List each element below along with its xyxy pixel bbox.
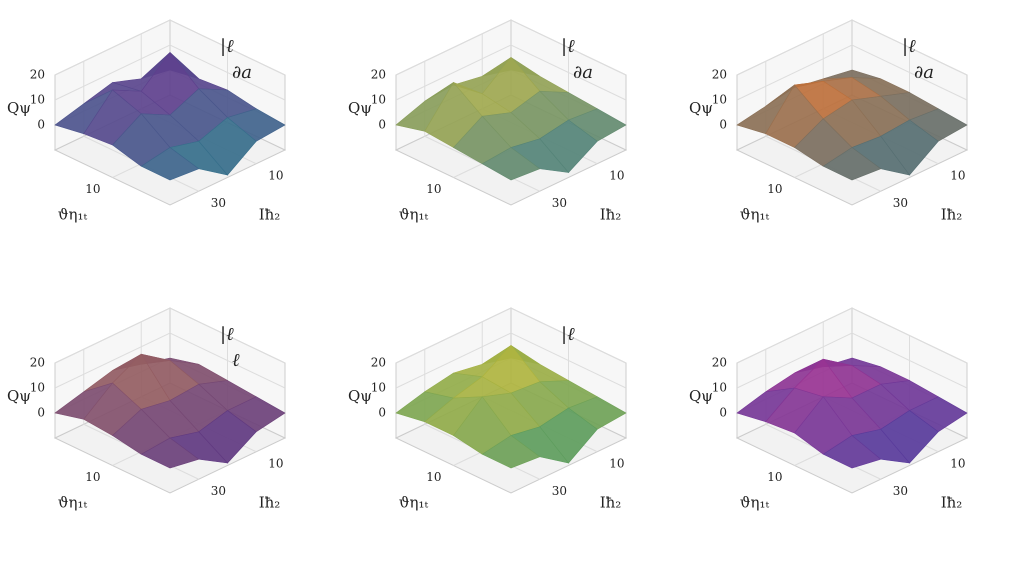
x-tick-label: 30 bbox=[211, 196, 226, 210]
annotation: |ℓ bbox=[902, 36, 916, 57]
annotation: ∂a bbox=[232, 62, 252, 83]
z-tick-label: 0 bbox=[37, 406, 45, 420]
z-grid-line bbox=[395, 44, 627, 101]
y-tick-label: 10 bbox=[426, 182, 441, 196]
z-tick-label: 10 bbox=[712, 381, 727, 395]
z-tick-label: 20 bbox=[712, 68, 727, 82]
x-tick-label: 30 bbox=[893, 484, 908, 498]
x-tick-label: 30 bbox=[893, 196, 908, 210]
z-axis-label: Qψ bbox=[689, 387, 713, 405]
z-tick-label: 20 bbox=[371, 68, 386, 82]
x-axis-label: Iħ₂ bbox=[600, 206, 622, 224]
z-tick-label: 10 bbox=[371, 93, 386, 107]
z-grid-line bbox=[54, 307, 286, 364]
z-grid-line bbox=[395, 19, 627, 76]
y-axis-label: ϑη₁ₜ bbox=[399, 494, 429, 512]
z-axis-label: Qψ bbox=[7, 387, 31, 405]
x-tick-label: 30 bbox=[211, 484, 226, 498]
z-tick-label: 20 bbox=[371, 356, 386, 370]
x-tick-label: 30 bbox=[552, 196, 567, 210]
z-grid-line bbox=[54, 332, 286, 389]
z-tick-label: 10 bbox=[30, 93, 45, 107]
x-axis-label: Iħ₂ bbox=[600, 494, 622, 512]
z-tick-label: 20 bbox=[30, 68, 45, 82]
y-axis-label: ϑη₁ₜ bbox=[399, 206, 429, 224]
z-tick-label: 10 bbox=[712, 93, 727, 107]
y-axis-label: ϑη₁ₜ bbox=[740, 206, 770, 224]
z-grid-line bbox=[395, 307, 627, 364]
y-tick-label: 10 bbox=[767, 470, 782, 484]
surface-patch bbox=[140, 437, 200, 469]
z-grid-line bbox=[54, 44, 286, 101]
z-grid-line bbox=[54, 19, 286, 76]
surface-patch bbox=[822, 147, 882, 181]
x-axis-label: Iħ₂ bbox=[259, 494, 281, 512]
x-axis-label: Iħ₂ bbox=[259, 206, 281, 224]
x-tick-label: 10 bbox=[609, 168, 624, 182]
z-grid-line bbox=[395, 332, 627, 389]
z-grid-line bbox=[736, 307, 968, 364]
x-tick-label: 10 bbox=[268, 168, 283, 182]
x-tick-label: 10 bbox=[950, 456, 965, 470]
x-axis-label: Iħ₂ bbox=[941, 206, 963, 224]
surface-patch bbox=[140, 147, 200, 181]
z-tick-label: 10 bbox=[30, 381, 45, 395]
z-axis-label: Qψ bbox=[689, 99, 713, 117]
surface-patch bbox=[822, 435, 882, 469]
z-grid-line bbox=[736, 332, 968, 389]
y-tick-label: 10 bbox=[426, 470, 441, 484]
surface-patch bbox=[481, 147, 541, 181]
annotation: ∂a bbox=[573, 62, 593, 83]
z-axis-label: Qψ bbox=[348, 387, 372, 405]
x-tick-label: 10 bbox=[950, 168, 965, 182]
annotation: ∂a bbox=[914, 62, 934, 83]
z-tick-label: 0 bbox=[378, 118, 386, 132]
z-tick-label: 20 bbox=[712, 356, 727, 370]
y-tick-label: 10 bbox=[85, 470, 100, 484]
annotation: |ℓ bbox=[220, 324, 234, 345]
z-axis-label: Qψ bbox=[348, 99, 372, 117]
surface-patch bbox=[481, 435, 541, 469]
annotation: |ℓ bbox=[561, 36, 575, 57]
z-tick-label: 0 bbox=[719, 406, 727, 420]
y-axis-label: ϑη₁ₜ bbox=[58, 494, 88, 512]
x-axis-label: Iħ₂ bbox=[941, 494, 963, 512]
y-axis-label: ϑη₁ₜ bbox=[740, 494, 770, 512]
z-tick-label: 0 bbox=[719, 118, 727, 132]
x-tick-label: 10 bbox=[609, 456, 624, 470]
x-tick-label: 30 bbox=[552, 484, 567, 498]
annotation: ℓ bbox=[232, 350, 240, 371]
z-tick-label: 20 bbox=[30, 356, 45, 370]
z-grid-line bbox=[736, 19, 968, 76]
y-tick-label: 10 bbox=[767, 182, 782, 196]
y-tick-label: 10 bbox=[85, 182, 100, 196]
annotation: |ℓ bbox=[220, 36, 234, 57]
z-tick-label: 0 bbox=[378, 406, 386, 420]
z-tick-label: 10 bbox=[371, 381, 386, 395]
y-axis-label: ϑη₁ₜ bbox=[58, 206, 88, 224]
z-grid-line bbox=[736, 44, 968, 101]
x-tick-label: 10 bbox=[268, 456, 283, 470]
z-tick-label: 0 bbox=[37, 118, 45, 132]
z-axis-label: Qψ bbox=[7, 99, 31, 117]
annotation: |ℓ bbox=[561, 324, 575, 345]
